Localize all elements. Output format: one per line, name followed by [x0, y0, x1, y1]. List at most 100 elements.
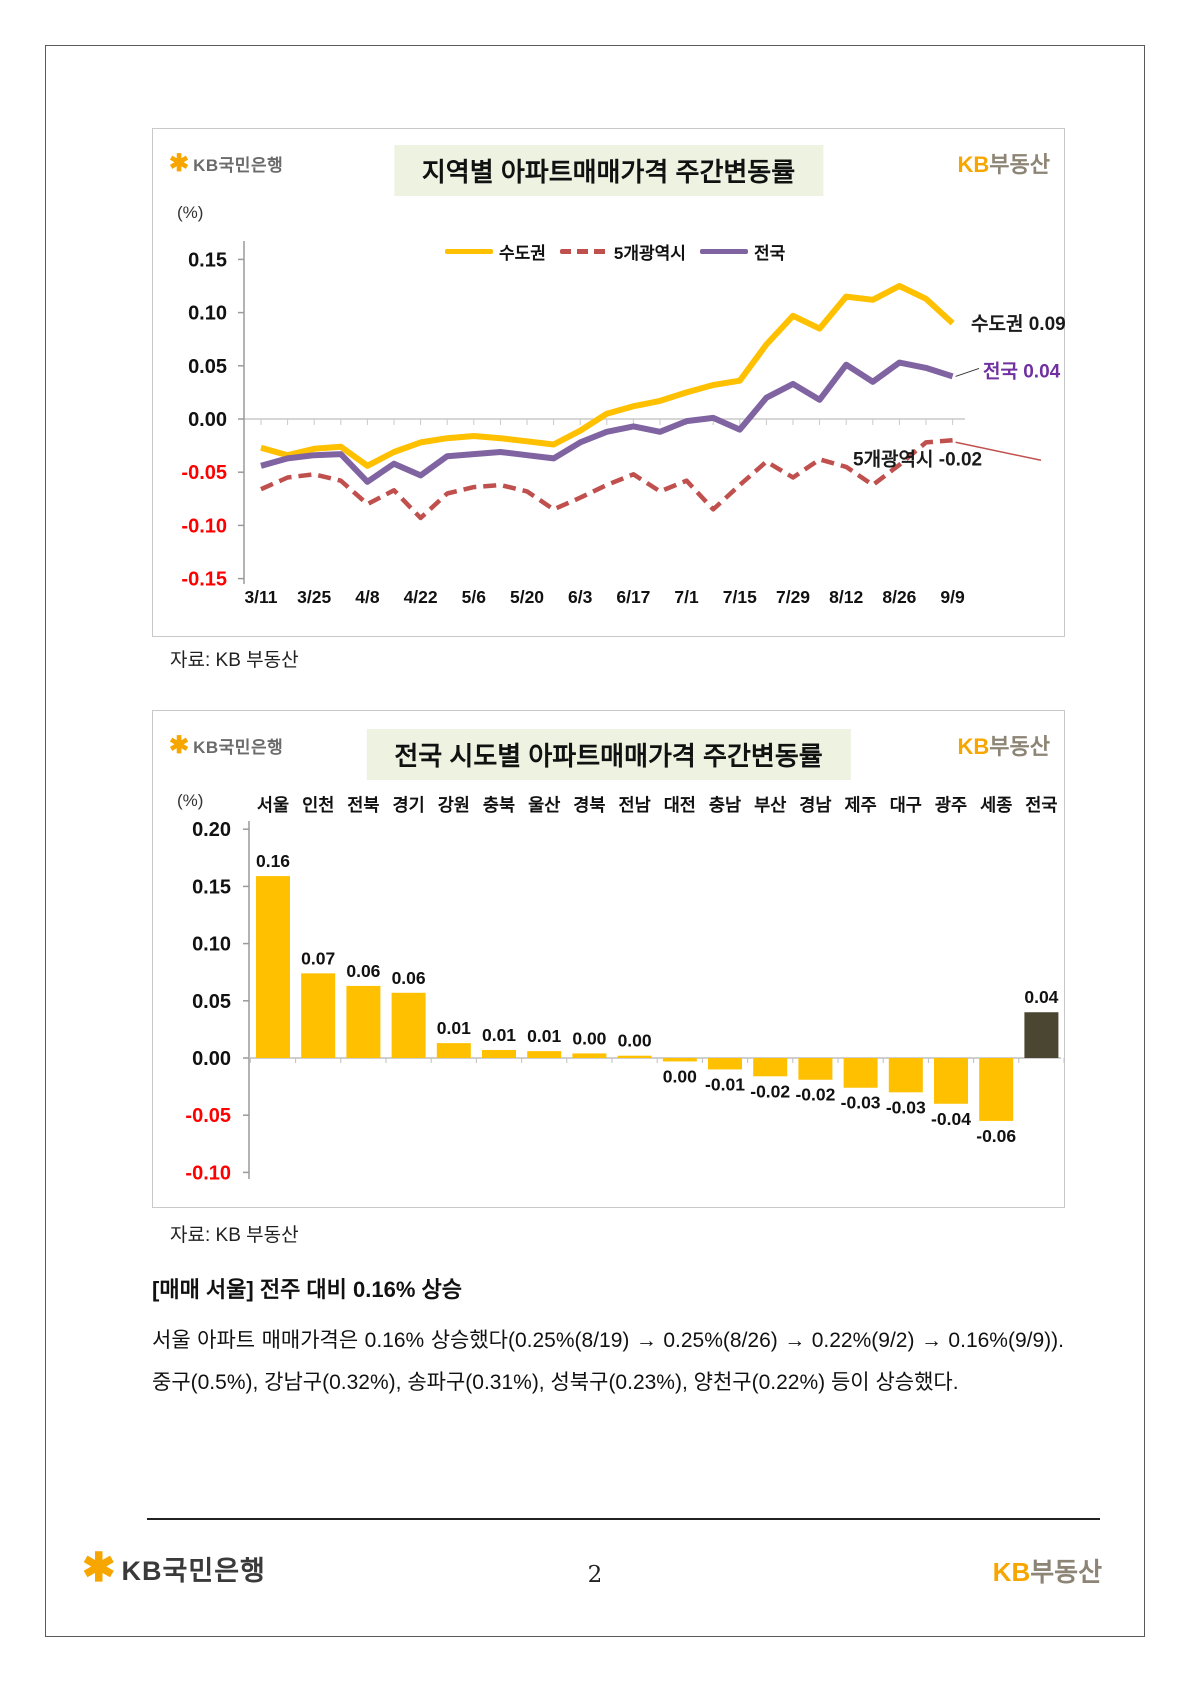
bar-category-label: 전남: [618, 795, 650, 815]
bar-value-label-세종: -0.06: [976, 1126, 1016, 1146]
kb-realestate-logo-text: 부동산: [989, 734, 1050, 759]
x-tick-label: 7/15: [723, 587, 757, 607]
bar-value-label-전남: 0.00: [618, 1031, 652, 1051]
summary-paragraph: 서울 아파트 매매가격은 0.16% 상승했다(0.25%(8/19) → 0.…: [152, 1329, 1064, 1394]
x-tick-label: 3/25: [297, 587, 331, 607]
bar-category-label: 대전: [664, 795, 696, 815]
bar-value-label-경남: -0.02: [795, 1085, 835, 1105]
bar-category-label: 충북: [483, 795, 515, 815]
chart2-title: 전국 시도별 아파트매매가격 주간변동률: [366, 729, 851, 780]
legend-swatch-수도권: [445, 249, 493, 254]
bar-value-label-서울: 0.16: [256, 851, 290, 871]
legend-label-전국: 전국: [753, 244, 786, 263]
footer-kb-realestate-logo: KB부동산: [993, 1552, 1102, 1589]
bar-광주: [934, 1058, 968, 1104]
bar-대구: [888, 1058, 923, 1093]
bar-value-label-강원: 0.01: [437, 1018, 471, 1038]
page-border: [45, 45, 1145, 1637]
x-tick-label: 7/1: [674, 587, 699, 607]
bar-category-label: 울산: [528, 795, 560, 815]
bar-충남: [708, 1058, 742, 1070]
kb-realestate-logo: KB부동산: [957, 147, 1050, 179]
bar-category-label: 경기: [392, 795, 424, 815]
bar-경기: [391, 992, 426, 1058]
legend-label-5개광역시: 5개광역시: [613, 244, 686, 263]
bar-value-label-전국: 0.04: [1024, 987, 1058, 1007]
kb-star-icon: ✱: [169, 149, 190, 177]
bar-대전: [662, 1058, 697, 1062]
bar-value-label-충북: 0.01: [482, 1025, 516, 1045]
kb-realestate-logo-kb: KB: [992, 1557, 1031, 1587]
y-tick-label: 0.05: [188, 356, 227, 378]
bar-인천: [301, 973, 336, 1058]
kb-star-icon: ✱: [169, 731, 190, 759]
y-tick-label: -0.15: [181, 569, 227, 591]
kb-realestate-logo-kb: KB: [957, 734, 990, 759]
kb-bank-logo: ✱ KB국민은행: [169, 733, 283, 758]
bar-category-label: 강원: [438, 795, 470, 815]
y-tick-label: 0.10: [188, 303, 227, 325]
kb-realestate-logo-text: 부동산: [989, 152, 1050, 177]
x-tick-label: 8/12: [829, 587, 863, 607]
x-tick-label: 6/17: [616, 587, 650, 607]
bar-category-label: 충남: [709, 795, 741, 815]
legend-item-전국: 전국: [699, 239, 786, 264]
bar-value-label-인천: 0.07: [301, 948, 335, 968]
chart1-source: 자료: KB 부동산: [170, 650, 299, 671]
bar-chart: 서울 인천 전북 경기 강원 충북 울산 경북 전남 대전 충남 부산 경남 제주 대구 광주 세종 전국 0.20…: [185, 795, 1065, 1184]
provincial-bar-chart-panel: ✱ KB국민은행 전국 시도별 아파트매매가격 주간변동률 KB부동산 (%) …: [152, 710, 1065, 1208]
bar-value-label-울산: 0.01: [527, 1026, 561, 1046]
bar-서울: [256, 876, 290, 1058]
kb-star-icon: ✱: [82, 1546, 116, 1590]
x-tick-label: 9/9: [940, 587, 965, 607]
chart2-source: 자료: KB 부동산: [170, 1225, 299, 1246]
y-tick-label: 0.20: [192, 819, 231, 841]
x-tick-label: 6/3: [568, 587, 593, 607]
bar-value-label-대전: 0.00: [663, 1066, 697, 1086]
legend-swatch-전국: [699, 249, 748, 254]
x-tick-label: 5/6: [462, 587, 487, 607]
end-label-leader-gwangyeoksi: [955, 441, 1042, 462]
bar-전북: [346, 985, 381, 1058]
legend-label-수도권: 수도권: [499, 244, 546, 263]
chart1-title: 지역별 아파트매매가격 주간변동률: [393, 145, 824, 196]
bar-category-label: 전북: [347, 795, 379, 815]
bar-경남: [798, 1058, 833, 1080]
bar-value-label-충남: -0.01: [705, 1074, 745, 1094]
x-tick-label: 8/26: [882, 587, 916, 607]
chart1-legend: 수도권 5개광역시 전국: [445, 239, 785, 264]
y-tick-label: -0.05: [181, 462, 227, 484]
y-tick-label: 0.05: [192, 991, 231, 1013]
x-tick-label: 3/11: [244, 587, 277, 607]
legend-item-5개광역시: 5개광역시: [559, 239, 686, 264]
legend-item-수도권: 수도권: [445, 239, 546, 264]
bar-category-label: 서울: [257, 795, 289, 815]
bar-category-label: 인천: [302, 795, 334, 815]
bar-category-label: 세종: [980, 795, 1012, 815]
summary-heading: [매매 서울] 전주 대비 0.16% 상승: [152, 1277, 462, 1302]
bar-category-label: 부산: [754, 795, 786, 815]
bar-category-label: 대구: [890, 795, 922, 815]
series-line-5개광역시: [260, 438, 953, 521]
kb-bank-logo-text: KB국민은행: [193, 156, 284, 175]
kb-bank-logo-text: KB국민은행: [193, 738, 284, 757]
legend-swatch-5개광역시: [559, 249, 608, 254]
bar-충북: [482, 1049, 516, 1058]
x-tick-label: 5/20: [510, 587, 544, 607]
bar-category-label: 경북: [573, 795, 605, 815]
end-label-leader-jeonguk: [955, 367, 980, 377]
chart2-unit-label: (%): [177, 791, 204, 810]
x-tick-label: 7/29: [776, 587, 810, 607]
bar-울산: [527, 1051, 562, 1058]
bar-제주: [843, 1058, 878, 1088]
y-tick-label: 0.00: [188, 409, 227, 431]
bar-category-label: 경남: [799, 795, 831, 815]
bar-전국: [1024, 1012, 1059, 1058]
y-tick-label: 0.00: [192, 1048, 231, 1070]
y-tick-label: -0.10: [181, 515, 227, 537]
summary-section: [매매 서울] 전주 대비 0.16% 상승 서울 아파트 매매가격은 0.16…: [152, 1272, 1064, 1404]
bar-부산: [753, 1058, 788, 1077]
series-line-수도권: [260, 283, 955, 469]
bar-value-label-경기: 0.06: [392, 968, 426, 988]
